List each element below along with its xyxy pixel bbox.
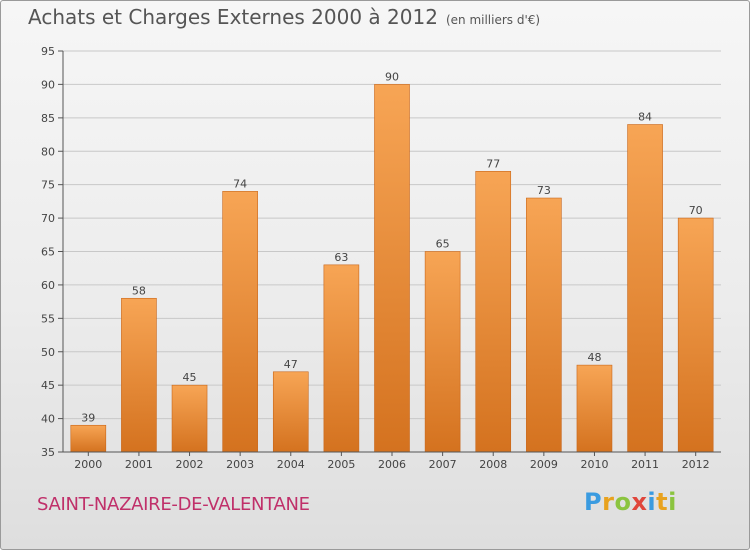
value-label: 84: [638, 111, 652, 124]
value-label: 90: [385, 70, 399, 83]
x-tick-label: 2006: [378, 458, 406, 471]
value-label: 47: [284, 358, 298, 371]
title-text: Achats et Charges Externes 2000 à 2012: [28, 5, 438, 29]
chart-subtitle: (en milliers d'€): [445, 13, 541, 27]
bar: [222, 191, 258, 453]
y-tick-label: 75: [41, 179, 55, 192]
x-tick-label: 2008: [479, 458, 507, 471]
value-label: 48: [587, 351, 601, 364]
bar: [323, 264, 360, 453]
logo-letter: x: [631, 488, 648, 516]
y-tick-label: 50: [41, 346, 55, 359]
place-name: SAINT-NAZAIRE-DE-VALENTANE: [37, 494, 310, 515]
y-tick-label: 45: [41, 379, 55, 392]
x-tick-label: 2002: [176, 458, 204, 471]
y-tick-label: 55: [41, 312, 55, 325]
logo-letter: P: [584, 488, 603, 516]
logo-letter: i: [668, 488, 677, 516]
bar: [121, 297, 157, 453]
x-tick-label: 2001: [125, 458, 153, 471]
logo-letter: i: [647, 488, 657, 516]
value-label: 73: [537, 184, 551, 197]
proxiti-logo: Proxiti: [584, 488, 677, 516]
logo-letter: t: [656, 488, 669, 516]
value-label: 63: [334, 251, 348, 264]
y-tick-label: 90: [41, 78, 55, 91]
value-label: 39: [81, 411, 95, 424]
bar: [576, 364, 613, 453]
x-tick-label: 2012: [682, 458, 710, 471]
bar: [424, 251, 461, 453]
value-label: 58: [132, 284, 146, 297]
y-tick-label: 80: [41, 145, 55, 158]
y-tick-label: 70: [41, 212, 55, 225]
x-tick-label: 2011: [631, 458, 659, 471]
x-tick-label: 2010: [580, 458, 608, 471]
y-tick-label: 60: [41, 279, 55, 292]
x-tick-label: 2009: [530, 458, 558, 471]
value-label: 65: [436, 238, 450, 251]
bar: [475, 171, 512, 453]
bar: [272, 371, 309, 453]
axes: 35 40 45 50 55 60 65 70 75 80 85 90 95 2000 2001 2002 20…: [41, 45, 721, 471]
bar: [70, 424, 107, 453]
value-label: 74: [233, 177, 247, 190]
x-tick-label: 2005: [327, 458, 355, 471]
bars: 39 58 45 74 47 63 90 65 77 73 48 84 70: [70, 70, 714, 453]
value-label: 45: [183, 371, 197, 384]
y-tick-label: 35: [41, 446, 55, 459]
value-label: 77: [486, 157, 500, 170]
chart-title: Achats et Charges Externes 2000 à 2012 (e…: [28, 5, 540, 29]
y-tick-label: 95: [41, 45, 55, 58]
logo-letter: o: [614, 488, 632, 516]
y-tick-label: 85: [41, 112, 55, 125]
x-tick-label: 2000: [74, 458, 102, 471]
y-tick-label: 40: [41, 413, 55, 426]
y-tick-label: 65: [41, 246, 55, 259]
bar: [627, 124, 663, 453]
bar: [526, 197, 562, 453]
value-label: 70: [689, 204, 703, 217]
bar: [171, 384, 208, 453]
x-tick-label: 2004: [277, 458, 305, 471]
x-tick-label: 2007: [429, 458, 457, 471]
bar: [677, 217, 714, 453]
x-tick-label: 2003: [226, 458, 254, 471]
bar: [374, 84, 410, 453]
logo-letter: r: [602, 488, 615, 516]
